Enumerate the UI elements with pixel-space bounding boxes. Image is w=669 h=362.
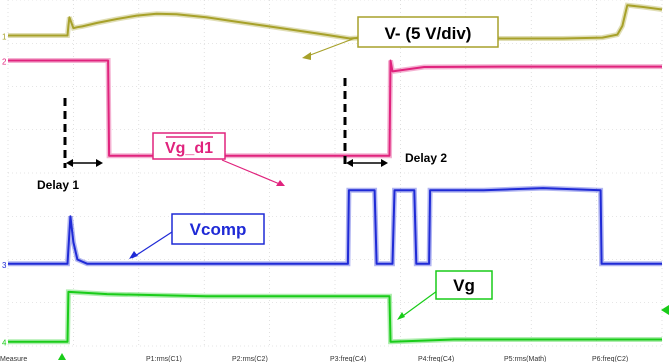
trace-1 <box>8 4 663 40</box>
callout-arrows <box>129 36 438 320</box>
delay-2-text: Delay 2 <box>405 151 447 165</box>
delay-1-text: Delay 1 <box>37 178 79 192</box>
vg-d1-label: Vg_d1 <box>152 132 226 160</box>
vg-label: Vg <box>435 270 493 300</box>
readout-item: Measure <box>0 356 27 362</box>
vg-label-text: Vg <box>453 276 475 295</box>
readout-item: P4:freq(C4) <box>418 356 454 362</box>
channel-marker-4: 4 <box>2 339 7 348</box>
readout-item: P2:rms(C2) <box>232 356 268 362</box>
trace-2 <box>8 59 662 157</box>
channel-marker-2: 2 <box>2 58 7 67</box>
trigger-level-marker <box>661 305 669 315</box>
trace-3 <box>8 187 662 265</box>
measure-readout: Measure P1:rms(C1) P2:rms(C2) P3:freq(C4) P4… <box>0 356 628 362</box>
trigger-marker <box>58 353 66 360</box>
delay-2-marker <box>343 78 388 167</box>
vcomp-label-text: Vcomp <box>190 220 247 239</box>
delay-1-marker <box>63 98 103 168</box>
vcomp-label: Vcomp <box>171 213 265 245</box>
channel-marker-3: 3 <box>2 261 7 270</box>
v-minus-label: V- (5 V/div) <box>357 16 499 48</box>
readout-item: P1:rms(C1) <box>146 356 182 362</box>
vg-d1-label-text: Vg_d1 <box>165 140 213 157</box>
readout-item: P3:freq(C4) <box>330 356 366 362</box>
channel-marker-1: 1 <box>2 32 7 41</box>
channel-markers: 1 2 3 4 <box>2 32 669 360</box>
traces <box>8 2 663 345</box>
readout-item: P6:freq(C2) <box>592 356 628 362</box>
trace-4 <box>8 290 662 343</box>
readout-item: P5:rms(Math) <box>504 356 546 362</box>
v-minus-label-text: V- (5 V/div) <box>385 24 472 43</box>
